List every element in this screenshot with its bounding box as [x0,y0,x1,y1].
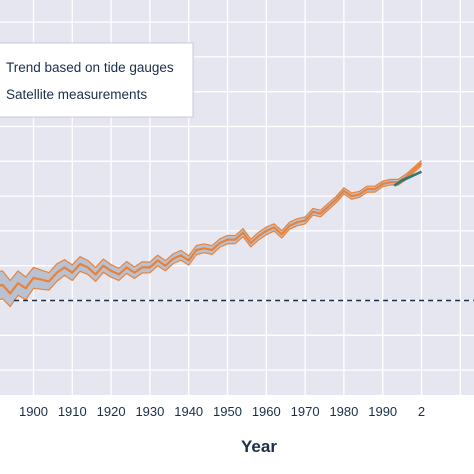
x-tick-label: 1960 [252,404,281,419]
legend-box [0,42,194,118]
x-tick-label: 1910 [58,404,87,419]
x-axis-title: Year [241,437,277,456]
x-tick-label: 1950 [213,404,242,419]
series-line-0 [0,162,423,295]
x-tick-label: 1920 [97,404,126,419]
x-tick-label: 1980 [329,404,358,419]
series-line-1 [393,170,423,187]
band-lower-edge [0,165,422,308]
x-tick-label: 1940 [174,404,203,419]
x-tick-label: 2 [418,404,425,419]
band-area [0,160,422,307]
x-tick-labels: 0190019101920193019401950196019701980199… [19,404,425,419]
x-tick-label: 1930 [135,404,164,419]
series-lines [0,162,423,295]
uncertainty-band [0,159,422,308]
legend-entry-satellite: Satellite measurements [6,87,147,102]
x-tick-label: 1900 [19,404,48,419]
band-upper-edge [0,159,422,282]
legend: Trend based on tide gauges Satellite mea… [0,42,194,118]
legend-entry-tide-gauges: Trend based on tide gauges [6,60,174,75]
x-tick-label: 1990 [368,404,397,419]
x-tick-label: 1970 [291,404,320,419]
